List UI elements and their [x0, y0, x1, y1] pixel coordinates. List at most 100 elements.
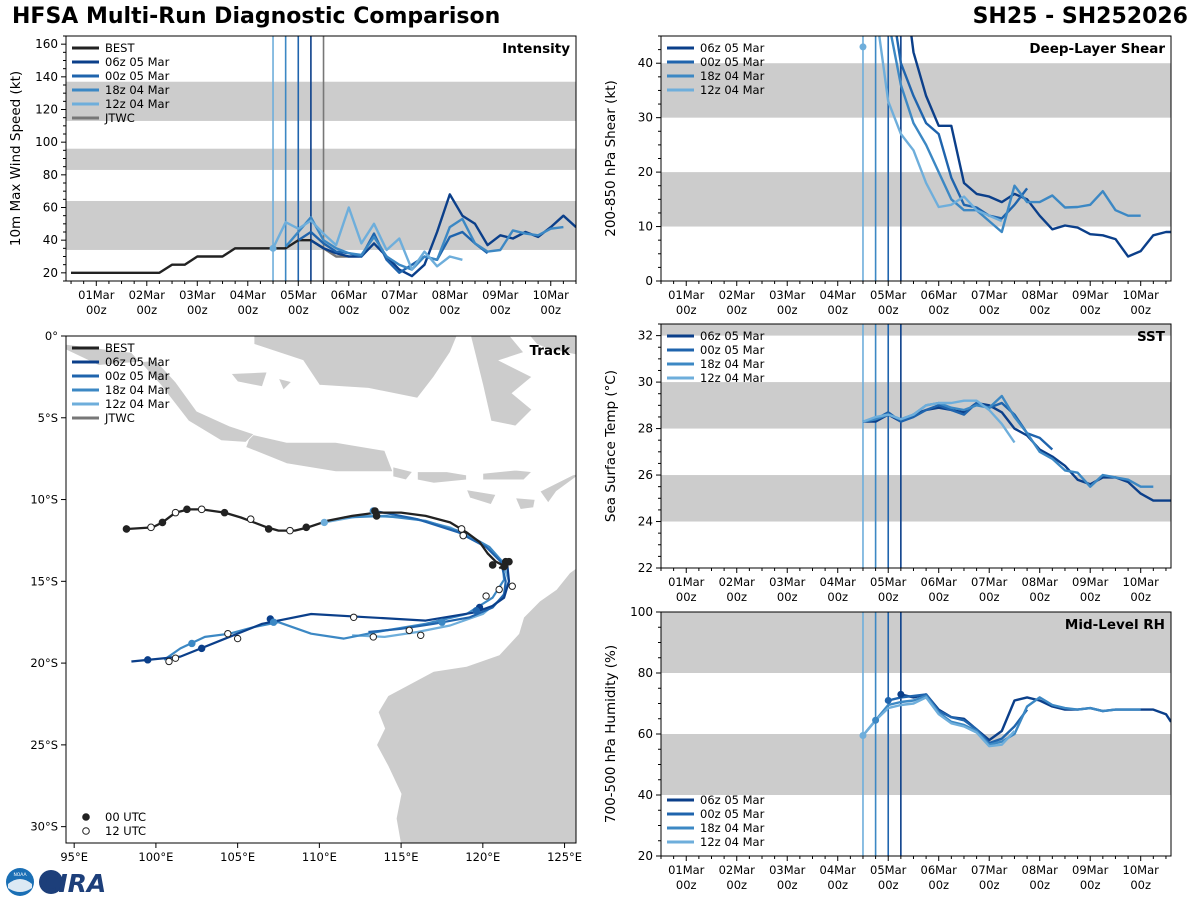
shear-legend-label: 06z 05 Mar	[700, 41, 765, 55]
shear-xtick-label: 00z	[878, 303, 899, 317]
shear-plot-area	[661, 36, 1171, 281]
forecast-track-dot	[165, 657, 173, 666]
best-track-dot	[302, 523, 311, 532]
page-title: HFSA Multi-Run Diagnostic Comparison	[12, 4, 501, 29]
track-ytick-label: 5°S	[38, 411, 58, 425]
forecast-track-dot	[233, 634, 242, 643]
shear-series-line	[890, 36, 1141, 234]
shear-ytick-label: 40	[638, 56, 653, 70]
intensity-title: Intensity	[502, 41, 570, 57]
best-track-dot	[457, 525, 466, 533]
sst-plot-area	[661, 324, 1171, 568]
cira-logo-text: CIRA	[40, 869, 106, 898]
intensity-legend-label: 18z 04 Mar	[105, 83, 170, 97]
rh-xtick-label: 01Mar	[668, 863, 705, 877]
track-marker-legend-dot	[82, 827, 90, 835]
sst-xtick-label: 00z	[928, 590, 949, 604]
track-xtick-label: 105°E	[220, 850, 255, 864]
rh-ytick-label: 80	[638, 666, 653, 680]
shear-ytick-label: 30	[638, 111, 653, 125]
forecast-track-dot	[438, 618, 446, 626]
forecast-track-dot	[224, 629, 232, 638]
rh-xtick-label: 00z	[726, 878, 747, 892]
shear-legend-label: 18z 04 Mar	[700, 69, 765, 83]
best-track-dot	[246, 515, 255, 523]
rh-threshold-band	[661, 612, 1171, 673]
shear-marker	[859, 43, 867, 51]
intensity-xtick-label: 06Mar	[331, 288, 368, 302]
shear-xtick-label: 06Mar	[921, 288, 958, 302]
best-track-dot	[372, 512, 381, 520]
forecast-track-dot	[349, 613, 358, 622]
intensity-legend-label: 00z 05 Mar	[105, 69, 170, 83]
land-polygon	[253, 336, 458, 399]
forecast-track-dot	[472, 607, 480, 615]
track-title: Track	[530, 343, 571, 359]
rh-xtick-label: 00z	[928, 878, 949, 892]
shear-xtick-label: 04Mar	[820, 288, 857, 302]
sst-xtick-label: 03Mar	[769, 575, 806, 589]
rh-xtick-label: 00z	[1130, 878, 1151, 892]
intensity-ytick-label: 100	[35, 135, 58, 149]
track-xtick-label: 100°E	[138, 850, 173, 864]
best-track-dot	[459, 531, 468, 540]
shear-series-line	[910, 36, 1171, 258]
shear-xtick-label: 00z	[979, 303, 1000, 317]
rh-legend-label: 18z 04 Mar	[700, 821, 765, 835]
rh-xtick-label: 04Mar	[820, 863, 857, 877]
shear-xtick-label: 07Mar	[971, 288, 1008, 302]
sst-ytick-label: 28	[638, 422, 653, 436]
rh-series-line	[887, 693, 1029, 745]
rh-xtick-label: 06Mar	[921, 863, 958, 877]
sst-legend-label: 18z 04 Mar	[700, 357, 765, 371]
track-map: 95°E 100°E 105°E 110°E 115°E 120°E 125°E 0° 5°S 1…	[30, 329, 582, 864]
intensity-xtick-label: 07Mar	[381, 288, 418, 302]
sst-xtick-label: 00z	[726, 590, 747, 604]
intensity-xtick-label: 00z	[237, 303, 258, 317]
track-xtick-label: 110°E	[302, 850, 337, 864]
shear-xtick-label: 00z	[928, 303, 949, 317]
shear-legend-label: 12z 04 Mar	[700, 83, 765, 97]
intensity-xtick-label: 00z	[389, 303, 410, 317]
shear-series-line	[878, 36, 1003, 223]
sst-ytick-label: 24	[638, 515, 653, 529]
track-ytick-label: 10°S	[30, 493, 58, 507]
intensity-plot-area	[66, 36, 576, 281]
track-legend-label: 06z 05 Mar	[105, 355, 170, 369]
shear-threshold-band	[661, 63, 1171, 118]
sst-series-line	[862, 399, 1016, 444]
sst-xtick-label: 00z	[1080, 590, 1101, 604]
intensity-xtick-label: 05Mar	[280, 288, 317, 302]
noaa-wave-icon	[8, 879, 32, 892]
track-xtick-label: 125°E	[547, 850, 582, 864]
track-marker-legend-dot	[82, 813, 90, 821]
sst-ytick-label: 32	[638, 329, 653, 343]
forecast-track-dot	[508, 582, 516, 590]
forecast-track-dot	[269, 618, 278, 626]
intensity-xtick-label: 02Mar	[129, 288, 166, 302]
rh-marker	[884, 696, 892, 704]
shear-xtick-label: 00z	[777, 303, 798, 317]
sst-frame	[660, 323, 1172, 569]
rh-title: Mid-Level RH	[1065, 617, 1165, 633]
rh-xtick-label: 08Mar	[1022, 863, 1059, 877]
land-polygon	[245, 433, 394, 473]
best-track-dot	[183, 505, 191, 514]
shear-xtick-label: 00z	[1130, 303, 1151, 317]
rh-series-line	[862, 694, 1141, 746]
track-legend-label: BEST	[105, 341, 135, 355]
rh-ytick-label: 20	[638, 849, 653, 863]
track-legend-label: 18z 04 Mar	[105, 383, 170, 397]
intensity-threshold-band	[66, 81, 576, 121]
track-ytick-label: 20°S	[30, 656, 58, 670]
intensity-threshold-band	[66, 148, 576, 170]
rh-threshold-band	[661, 734, 1171, 795]
intensity-legend-label: BEST	[105, 41, 135, 55]
shear-ytick-label: 0	[645, 274, 653, 288]
sst-xtick-label: 05Mar	[870, 575, 907, 589]
shear-xtick-label: 03Mar	[769, 288, 806, 302]
intensity-ytick-label: 80	[43, 168, 58, 182]
track-ytick-label: 0°	[45, 329, 58, 343]
intensity-series-line	[284, 216, 564, 271]
track-frame	[65, 335, 577, 844]
